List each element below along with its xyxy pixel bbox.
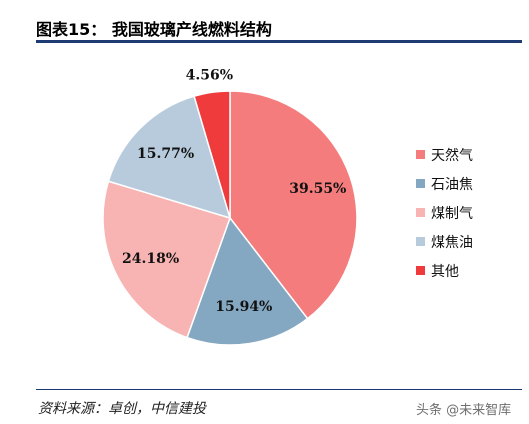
- legend-label-5: 其他: [431, 264, 459, 280]
- legend-label-3: 煤制气: [431, 206, 473, 222]
- slice-value-label-3: 24.18%: [122, 251, 179, 267]
- figure-header: 图表15： 我国玻璃产线燃料结构: [36, 10, 522, 42]
- legend-label-4: 煤焦油: [431, 235, 473, 251]
- legend-swatch-3: [416, 208, 425, 217]
- pie-slice-2: [186, 216, 309, 346]
- pie-slices: [102, 90, 358, 346]
- legend-swatch-1: [416, 150, 425, 159]
- legend-label-2: 石油焦: [431, 177, 473, 193]
- pie-slice-labels: 39.55% 15.94% 24.18% 15.77% 4.56%: [122, 68, 346, 315]
- pie-slice-1: [229, 90, 358, 320]
- source-rule: [36, 389, 522, 390]
- title-rule: [36, 40, 522, 43]
- slice-value-label-1: 39.55%: [289, 181, 346, 197]
- legend-swatch-4: [416, 237, 425, 246]
- figure-title: 图表15： 我国玻璃产线燃料结构: [36, 20, 272, 39]
- slice-value-label-2: 15.94%: [215, 299, 272, 315]
- source-note: 资料来源：卓创，中信建投: [38, 401, 206, 417]
- slice-value-label-5: 4.56%: [186, 68, 233, 84]
- slice-value-label-4: 15.77%: [137, 146, 194, 162]
- legend-swatch-5: [416, 266, 425, 275]
- legend-swatch-2: [416, 179, 425, 188]
- legend-label-1: 天然气: [431, 147, 473, 164]
- pie-slice-4: [107, 95, 232, 220]
- watermark: 头条 @未来智库: [416, 403, 512, 418]
- pie-slice-5: [193, 90, 231, 219]
- pie-slice-3: [102, 180, 231, 339]
